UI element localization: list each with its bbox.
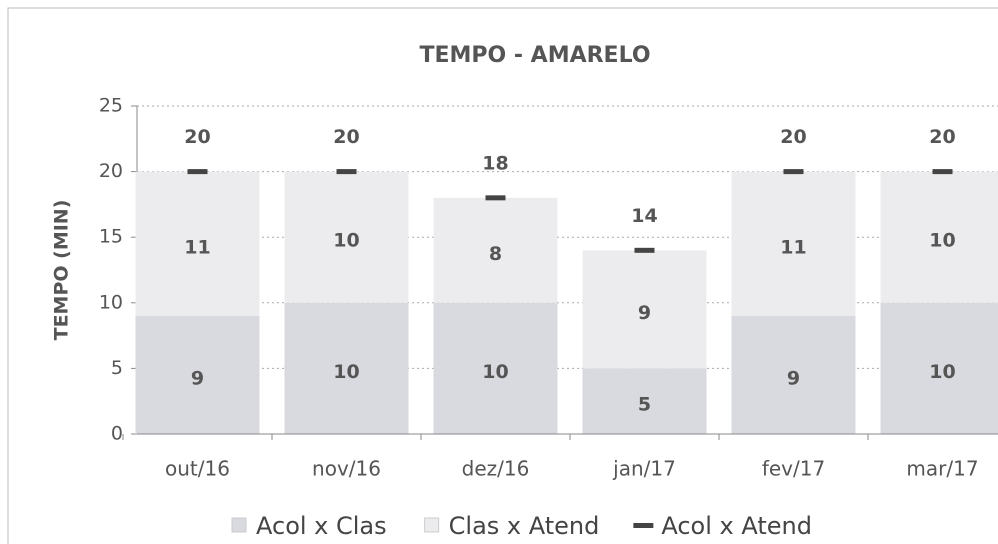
data-label: 10 bbox=[929, 230, 955, 252]
legend-label: Acol x Atend bbox=[661, 512, 812, 540]
data-label: 10 bbox=[482, 361, 508, 383]
y-tick-label: 5 bbox=[111, 357, 123, 379]
bar-segment bbox=[135, 315, 260, 434]
marker bbox=[634, 247, 655, 253]
bar-segment bbox=[880, 171, 998, 303]
y-tick-label: 0 bbox=[111, 423, 123, 445]
bar-segment bbox=[582, 368, 707, 434]
data-label: 10 bbox=[929, 361, 955, 383]
data-label: 20 bbox=[184, 126, 210, 148]
x-tick-label: nov/16 bbox=[312, 457, 381, 481]
bar-segment bbox=[284, 171, 409, 303]
y-tick-label: 20 bbox=[99, 160, 123, 182]
data-label: 11 bbox=[184, 236, 210, 258]
legend-swatch bbox=[231, 517, 247, 533]
data-label: 20 bbox=[780, 126, 806, 148]
y-tick-label: 10 bbox=[99, 291, 123, 313]
data-label: 10 bbox=[333, 230, 359, 252]
data-label: 5 bbox=[638, 394, 651, 416]
marker bbox=[783, 169, 804, 175]
legend-swatch bbox=[633, 523, 654, 528]
bar-segment bbox=[284, 302, 409, 434]
bar-segment bbox=[433, 302, 558, 434]
marker bbox=[485, 195, 506, 201]
y-tick-label: 15 bbox=[99, 226, 123, 248]
y-tick-label: 25 bbox=[99, 95, 123, 117]
marker bbox=[336, 169, 357, 175]
marker bbox=[187, 169, 208, 175]
y-axis-label: TEMPO (MIN) bbox=[51, 200, 73, 341]
data-label: 20 bbox=[929, 126, 955, 148]
x-tick-label: fev/17 bbox=[762, 457, 825, 481]
bar-segment bbox=[880, 302, 998, 434]
marker bbox=[932, 169, 953, 175]
data-label: 11 bbox=[780, 236, 806, 258]
bar-segment bbox=[433, 197, 558, 303]
bar-segment bbox=[582, 250, 707, 369]
bar-segment bbox=[731, 315, 856, 434]
legend-label: Acol x Clas bbox=[256, 512, 387, 540]
data-label: 20 bbox=[333, 126, 359, 148]
legend-label: Clas x Atend bbox=[449, 512, 600, 540]
data-label: 8 bbox=[489, 243, 502, 265]
data-label: 18 bbox=[482, 152, 508, 174]
x-tick-label: dez/16 bbox=[462, 457, 530, 481]
data-label: 14 bbox=[631, 205, 657, 227]
x-tick-label: jan/17 bbox=[612, 457, 676, 481]
legend-swatch bbox=[424, 517, 440, 533]
data-label: 10 bbox=[333, 361, 359, 383]
x-tick-label: mar/17 bbox=[906, 457, 978, 481]
data-label: 9 bbox=[787, 367, 800, 389]
bar-segment bbox=[731, 171, 856, 316]
chart-border bbox=[7, 7, 998, 544]
bar-segment bbox=[135, 171, 260, 316]
x-tick-label: out/16 bbox=[165, 457, 230, 481]
chart-title: TEMPO - AMARELO bbox=[419, 43, 650, 68]
data-label: 9 bbox=[638, 302, 651, 324]
data-label: 9 bbox=[191, 367, 204, 389]
